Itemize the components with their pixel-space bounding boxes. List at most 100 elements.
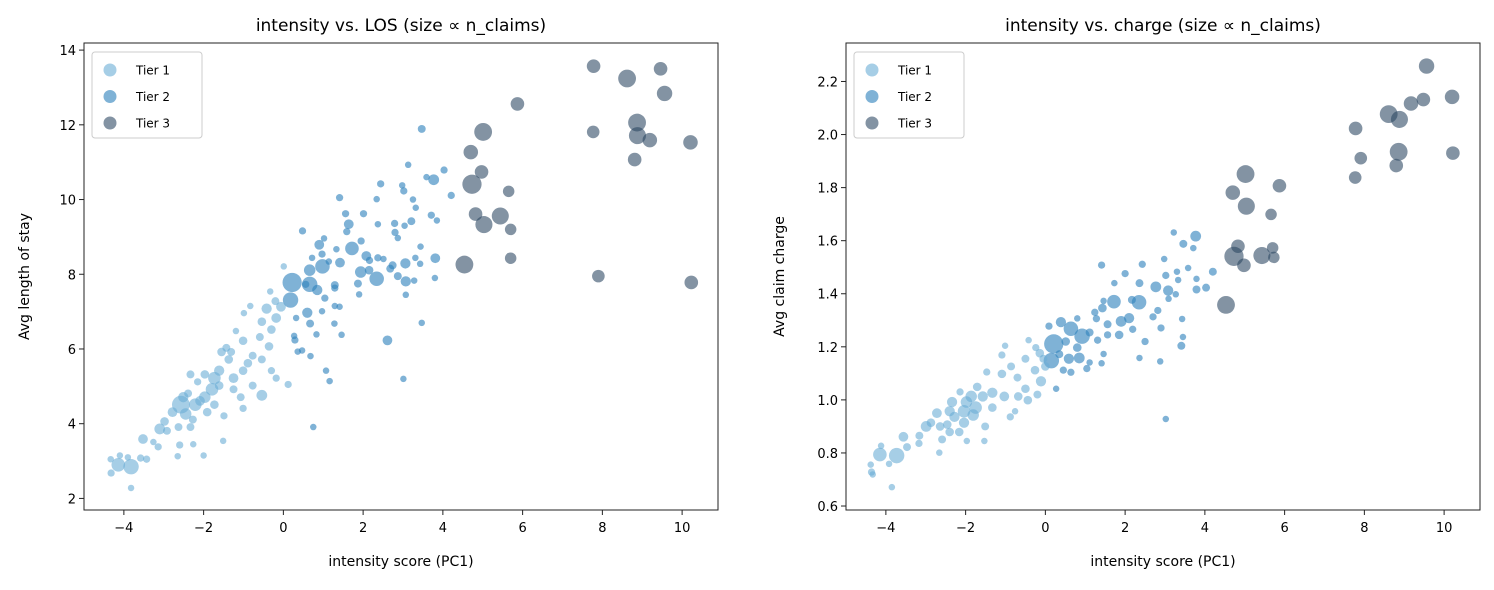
scatter-point-tier-1 (232, 327, 240, 335)
scatter-point-tier-3 (455, 255, 474, 274)
scatter-point-tier-2 (1149, 313, 1157, 321)
scatter-point-tier-3 (653, 61, 668, 76)
scatter-point-tier-2 (1177, 341, 1186, 350)
scatter-point-tier-2 (1074, 315, 1081, 322)
y-tick-label: 6 (68, 343, 76, 358)
scatter-point-tier-2 (354, 266, 367, 278)
scatter-point-tier-1 (107, 455, 114, 463)
scatter-point-tier-1 (1001, 342, 1009, 350)
scatter-point-tier-1 (127, 484, 135, 492)
scatter-point-tier-3 (504, 223, 517, 236)
los-scatter-panel: −4 −2 0 2 4 6 8 10 2 4 6 8 10 12 14 intensity vs. LOS (… (17, 16, 719, 570)
y-axis-label: Avg length of stay (17, 213, 33, 340)
charge-scatter-panel: −4 −2 0 2 4 6 8 10 0.6 0.8 1.0 1.2 1.4 1.6 1.8 2.0 2.2 in… (772, 16, 1481, 570)
scatter-point-tier-2 (322, 367, 330, 374)
scatter-point-tier-2 (374, 220, 382, 228)
scatter-point-tier-1 (224, 355, 234, 364)
scatter-point-tier-2 (353, 279, 362, 288)
scatter-point-tier-1 (1030, 365, 1040, 375)
scatter-point-tier-3 (656, 85, 673, 102)
scatter-point-tier-1 (1011, 408, 1019, 415)
scatter-point-tier-2 (1172, 291, 1180, 298)
legend-label: Tier 1 (135, 64, 170, 78)
scatter-point-tier-1 (239, 404, 247, 413)
scatter-point-tier-2 (1141, 337, 1149, 346)
scatter-point-tier-1 (214, 381, 224, 390)
scatter-point-tier-1 (248, 381, 257, 390)
legend-marker-tier-3 (103, 116, 117, 130)
scatter-point-tier-2 (302, 307, 313, 318)
scatter-point-tier-2 (303, 264, 316, 276)
scatter-point-tier-1 (284, 380, 292, 389)
points-layer (867, 58, 1460, 491)
scatter-point-tier-2 (377, 180, 385, 188)
scatter-point-tier-1 (247, 302, 254, 310)
legend: Tier 1 Tier 2 Tier 3 (853, 51, 965, 139)
scatter-point-tier-1 (898, 431, 909, 442)
scatter-point-tier-2 (335, 194, 344, 202)
y-tick-label: 12 (59, 119, 76, 134)
scatter-point-tier-2 (1179, 333, 1187, 341)
scatter-point-tier-1 (1021, 354, 1030, 363)
legend-label: Tier 1 (897, 64, 932, 78)
x-axis-label: intensity score (PC1) (1090, 554, 1235, 570)
scatter-point-tier-2 (343, 228, 351, 236)
scatter-point-tier-2 (416, 260, 424, 268)
scatter-point-tier-2 (1135, 279, 1144, 288)
scatter-point-tier-2 (355, 291, 363, 298)
scatter-point-tier-3 (474, 123, 493, 141)
scatter-point-tier-2 (365, 256, 374, 265)
legend: Tier 1 Tier 2 Tier 3 (91, 51, 203, 139)
scatter-point-tier-2 (1073, 352, 1085, 364)
scatter-point-tier-2 (418, 319, 425, 327)
scatter-point-tier-1 (255, 333, 264, 342)
scatter-point-tier-1 (124, 454, 132, 461)
scatter-point-tier-1 (981, 437, 988, 445)
scatter-point-tier-1 (280, 263, 288, 270)
scatter-point-tier-2 (282, 292, 299, 308)
chart-title: intensity vs. LOS (size ∝ n_claims) (256, 16, 546, 36)
scatter-point-tier-2 (298, 227, 307, 235)
scatter-point-tier-1 (238, 336, 248, 346)
scatter-point-tier-1 (179, 408, 192, 420)
x-tick-label: 2 (1121, 521, 1129, 536)
scatter-point-tier-2 (400, 187, 408, 195)
scatter-point-tier-1 (240, 309, 248, 317)
scatter-point-tier-3 (1390, 110, 1408, 128)
scatter-point-tier-3 (592, 269, 605, 283)
scatter-point-tier-1 (1006, 413, 1014, 421)
scatter-point-tier-1 (150, 438, 157, 446)
scatter-point-tier-1 (888, 447, 905, 464)
x-tick-label: 0 (279, 521, 287, 536)
scatter-point-tier-2 (310, 423, 317, 431)
scatter-point-tier-3 (1444, 89, 1460, 105)
scatter-point-tier-2 (345, 241, 359, 256)
y-tick-label: 0.6 (817, 500, 838, 515)
x-tick-label: −2 (194, 521, 213, 536)
scatter-point-tier-3 (1418, 58, 1435, 74)
x-tick-label: −2 (956, 521, 975, 536)
scatter-point-tier-2 (1059, 366, 1067, 374)
scatter-point-tier-2 (369, 271, 384, 287)
scatter-point-tier-3 (1237, 197, 1255, 215)
scatter-point-tier-1 (877, 442, 885, 450)
scatter-point-tier-3 (1403, 96, 1419, 111)
scatter-point-tier-1 (257, 355, 266, 364)
scatter-point-tier-1 (257, 317, 267, 327)
scatter-point-tier-3 (1272, 178, 1287, 193)
scatter-point-tier-2 (390, 219, 399, 228)
scatter-point-tier-1 (963, 437, 971, 445)
scatter-point-tier-1 (276, 301, 286, 312)
scatter-point-tier-2 (447, 191, 455, 200)
scatter-point-tier-2 (331, 320, 338, 327)
scatter-point-tier-1 (243, 358, 253, 368)
scatter-point-tier-2 (1192, 285, 1201, 294)
scatter-point-tier-1 (949, 411, 960, 423)
scatter-point-tier-2 (1174, 276, 1182, 284)
scatter-point-tier-1 (946, 396, 958, 408)
scatter-point-tier-1 (936, 449, 943, 456)
scatter-point-tier-2 (331, 284, 339, 292)
scatter-point-tier-2 (1202, 283, 1211, 292)
scatter-point-tier-3 (586, 59, 601, 73)
scatter-point-tier-2 (400, 258, 411, 269)
